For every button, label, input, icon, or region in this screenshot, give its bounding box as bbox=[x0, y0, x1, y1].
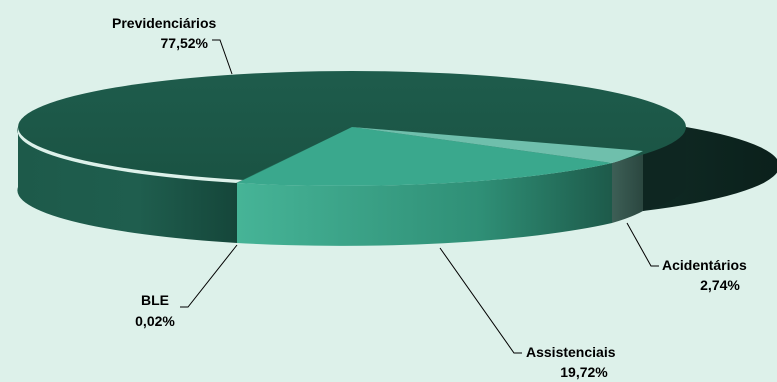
label-assistenciais-name: Assistenciais bbox=[526, 344, 616, 360]
label-ble-name: BLE bbox=[141, 292, 169, 308]
label-ble-value: 0,02% bbox=[135, 313, 175, 329]
pie-top-faces bbox=[18, 71, 686, 186]
leader-line-assistenciais bbox=[439, 247, 522, 354]
label-acidentarios-value: 2,74% bbox=[700, 277, 740, 293]
leader-lines bbox=[180, 39, 659, 354]
pie-slice-acidentarios bbox=[352, 127, 643, 163]
label-assistenciais-value: 19,72% bbox=[560, 364, 608, 380]
pie-slice-ble bbox=[236, 127, 352, 183]
pie-side-previdenciarios bbox=[17, 127, 238, 243]
pie-side-acidentarios bbox=[612, 151, 643, 223]
label-previdenciarios-value: 77,52% bbox=[161, 35, 209, 51]
pie-slice-assistenciais bbox=[237, 127, 612, 186]
leader-line-acidentarios bbox=[626, 222, 659, 267]
leader-line-ble bbox=[180, 244, 238, 308]
pie-side-assistenciais bbox=[237, 163, 612, 246]
pie-side-walls bbox=[17, 127, 777, 246]
leader-line-previdenciarios bbox=[212, 39, 233, 75]
label-acidentarios-name: Acidentários bbox=[662, 257, 747, 273]
label-assistenciais: Assistenciais 19,72% bbox=[526, 344, 616, 380]
label-acidentarios: Acidentários 2,74% bbox=[662, 257, 747, 293]
label-previdenciarios: Previdenciários 77,52% bbox=[112, 15, 216, 51]
label-previdenciarios-name: Previdenciários bbox=[112, 15, 216, 31]
label-ble: BLE 0,02% bbox=[135, 292, 175, 329]
